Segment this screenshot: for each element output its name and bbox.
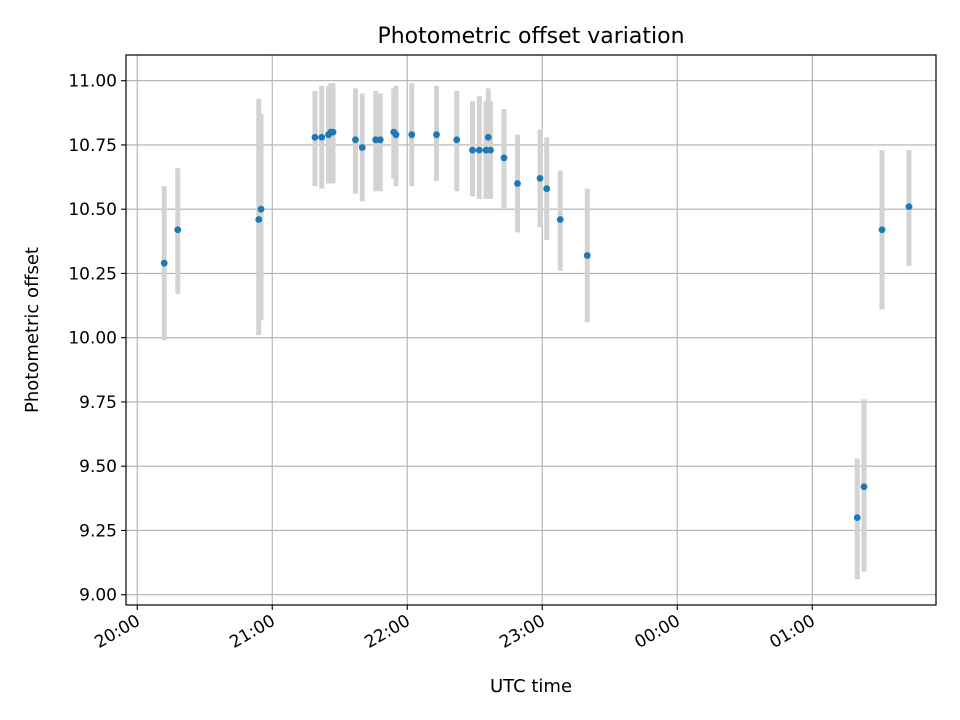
data-point (556, 216, 564, 223)
data-point (311, 133, 319, 141)
y-axis-label: Photometric offset (22, 247, 43, 413)
y-axis: 9.00 9.25 9.50 9.75 10.00 10.25 10.50 10.75 11.0… (68, 72, 126, 606)
data-point (860, 483, 868, 491)
data-point (358, 144, 366, 151)
data-point (160, 259, 168, 267)
data-point (853, 514, 861, 522)
data-point (352, 136, 359, 144)
data-point (318, 133, 326, 141)
data-point (536, 174, 544, 182)
y-tick-label: 9.00 (79, 586, 117, 606)
data-point (376, 136, 384, 144)
data-point (408, 131, 416, 139)
data-points (160, 128, 913, 522)
y-tick-label: 10.00 (68, 329, 117, 349)
y-tick-label: 10.25 (68, 264, 117, 284)
y-tick-label: 9.75 (79, 393, 117, 413)
data-point (487, 146, 494, 154)
data-point (392, 131, 400, 139)
data-point (905, 203, 913, 211)
data-point (433, 131, 440, 139)
data-point (583, 252, 591, 259)
data-point (475, 146, 483, 154)
y-tick-label: 10.75 (68, 136, 117, 156)
x-axis-label: UTC time (490, 676, 572, 697)
data-point (257, 205, 265, 213)
data-point (453, 136, 461, 144)
y-tick-label: 9.25 (79, 521, 117, 541)
data-point (500, 154, 508, 162)
y-tick-label: 9.50 (79, 457, 117, 477)
y-tick-label: 10.50 (68, 200, 117, 220)
data-point (484, 133, 492, 141)
y-tick-label: 11.00 (68, 72, 117, 92)
data-point (255, 216, 263, 223)
data-point (514, 180, 521, 187)
plot-frame (125, 54, 937, 606)
data-point (469, 146, 476, 154)
data-point (174, 226, 182, 234)
data-point (878, 226, 886, 234)
chart-title: Photometric offset variation (377, 24, 684, 49)
data-point (543, 185, 551, 193)
data-point (329, 128, 337, 136)
